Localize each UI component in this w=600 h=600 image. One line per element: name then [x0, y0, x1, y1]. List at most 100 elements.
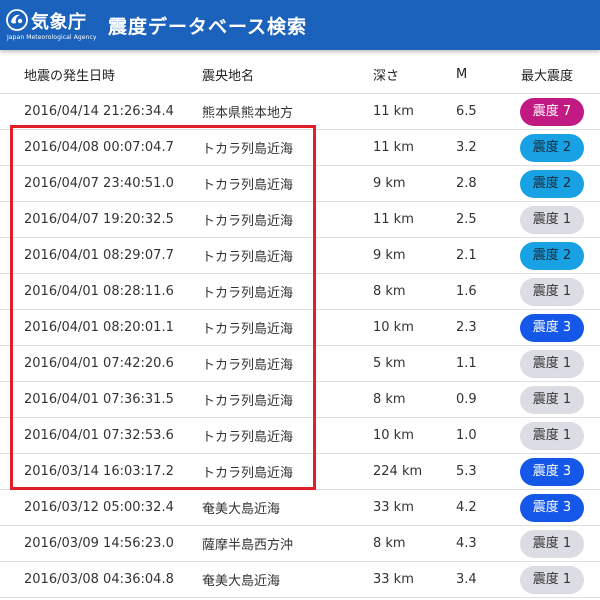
epicenter-cell: 奄美大島近海: [202, 574, 281, 589]
earthquake-table: 地震の発生日時 震央地名 深さ M 最大震度 2016/04/14 21:26:…: [0, 56, 600, 598]
table-row[interactable]: 2016/04/07 19:20:32.5 トカラ列島近海 11 km 2.5 震度 1: [0, 202, 600, 238]
table-row[interactable]: 2016/04/01 08:28:11.6 トカラ列島近海 8 km 1.6 震度 1: [0, 274, 600, 310]
table-row[interactable]: 2016/04/01 07:42:20.6 トカラ列島近海 5 km 1.1 震度 1: [0, 346, 600, 382]
epicenter-cell: 奄美大島近海: [202, 502, 281, 517]
column-header-epicenter[interactable]: 震央地名: [202, 69, 255, 84]
table-row[interactable]: 2016/04/08 00:07:04.7 トカラ列島近海 11 km 3.2 震度 2: [0, 130, 600, 166]
magnitude-cell: 3.2: [456, 140, 477, 155]
magnitude-cell: 6.5: [456, 104, 477, 119]
jma-logo-icon: [6, 9, 28, 31]
epicenter-cell: トカラ列島近海: [202, 394, 294, 409]
table-row[interactable]: 2016/03/08 04:36:04.8 奄美大島近海 33 km 3.4 震度 1: [0, 562, 600, 598]
depth-cell: 8 km: [373, 284, 406, 299]
table-row[interactable]: 2016/03/12 05:00:32.4 奄美大島近海 33 km 4.2 震度 3: [0, 490, 600, 526]
datetime-cell: 2016/03/09 14:56:23.0: [24, 536, 174, 551]
epicenter-cell: トカラ列島近海: [202, 214, 294, 229]
max-intensity-cell: 震度 3: [520, 310, 584, 345]
datetime-cell: 2016/03/14 16:03:17.2: [24, 464, 174, 479]
table-row[interactable]: 2016/04/01 08:20:01.1 トカラ列島近海 10 km 2.3 震度 3: [0, 310, 600, 346]
column-header-magnitude[interactable]: M: [456, 67, 468, 82]
depth-cell: 9 km: [373, 176, 406, 191]
epicenter-cell: トカラ列島近海: [202, 466, 294, 481]
page-title: 震度データベース検索: [108, 16, 308, 38]
max-intensity-cell: 震度 1: [520, 274, 584, 309]
magnitude-cell: 0.9: [456, 392, 477, 407]
max-intensity-cell: 震度 2: [520, 130, 584, 165]
datetime-cell: 2016/03/12 05:00:32.4: [24, 500, 174, 515]
magnitude-cell: 4.2: [456, 500, 477, 515]
table-row[interactable]: 2016/04/01 08:29:07.7 トカラ列島近海 9 km 2.1 震度 2: [0, 238, 600, 274]
datetime-cell: 2016/04/01 07:36:31.5: [24, 392, 174, 407]
depth-cell: 9 km: [373, 248, 406, 263]
intensity-badge: 震度 3: [520, 313, 584, 342]
intensity-badge: 震度 1: [520, 205, 584, 234]
column-header-datetime[interactable]: 地震の発生日時: [24, 69, 116, 84]
intensity-badge: 震度 1: [520, 349, 584, 378]
magnitude-cell: 2.8: [456, 176, 477, 191]
table-row[interactable]: 2016/04/07 23:40:51.0 トカラ列島近海 9 km 2.8 震度 2: [0, 166, 600, 202]
epicenter-cell: トカラ列島近海: [202, 142, 294, 157]
depth-cell: 11 km: [373, 140, 414, 155]
intensity-badge: 震度 1: [520, 565, 584, 594]
depth-cell: 8 km: [373, 536, 406, 551]
epicenter-cell: トカラ列島近海: [202, 322, 294, 337]
max-intensity-cell: 震度 1: [520, 382, 584, 417]
datetime-cell: 2016/04/01 07:32:53.6: [24, 428, 174, 443]
table-row[interactable]: 2016/04/01 07:36:31.5 トカラ列島近海 8 km 0.9 震度 1: [0, 382, 600, 418]
epicenter-cell: トカラ列島近海: [202, 250, 294, 265]
magnitude-cell: 2.3: [456, 320, 477, 335]
depth-cell: 10 km: [373, 320, 414, 335]
max-intensity-cell: 震度 1: [520, 202, 584, 237]
magnitude-cell: 1.0: [456, 428, 477, 443]
datetime-cell: 2016/04/01 08:29:07.7: [24, 248, 174, 263]
intensity-badge: 震度 1: [520, 277, 584, 306]
table-body: 2016/04/14 21:26:34.4 熊本県熊本地方 11 km 6.5 震度 7…: [0, 94, 600, 598]
magnitude-cell: 1.1: [456, 356, 477, 371]
table-row[interactable]: 2016/04/14 21:26:34.4 熊本県熊本地方 11 km 6.5 震度 7: [0, 94, 600, 130]
max-intensity-cell: 震度 7: [520, 94, 584, 129]
magnitude-cell: 2.5: [456, 212, 477, 227]
depth-cell: 5 km: [373, 356, 406, 371]
table-row[interactable]: 2016/03/14 16:03:17.2 トカラ列島近海 224 km 5.3 震度 …: [0, 454, 600, 490]
datetime-cell: 2016/04/14 21:26:34.4: [24, 104, 174, 119]
intensity-badge: 震度 1: [520, 385, 584, 414]
app-header: 気象庁 Japan Meteorological Agency 震度データベース…: [0, 0, 600, 50]
max-intensity-cell: 震度 3: [520, 454, 584, 489]
magnitude-cell: 3.4: [456, 572, 477, 587]
max-intensity-cell: 震度 1: [520, 526, 584, 561]
magnitude-cell: 4.3: [456, 536, 477, 551]
max-intensity-cell: 震度 2: [520, 166, 584, 201]
depth-cell: 224 km: [373, 464, 423, 479]
depth-cell: 11 km: [373, 212, 414, 227]
epicenter-cell: トカラ列島近海: [202, 286, 294, 301]
column-header-depth[interactable]: 深さ: [373, 69, 400, 84]
datetime-cell: 2016/04/07 19:20:32.5: [24, 212, 174, 227]
intensity-badge: 震度 2: [520, 241, 584, 270]
depth-cell: 33 km: [373, 572, 414, 587]
depth-cell: 10 km: [373, 428, 414, 443]
epicenter-cell: 熊本県熊本地方: [202, 106, 294, 121]
magnitude-cell: 2.1: [456, 248, 477, 263]
depth-cell: 11 km: [373, 104, 414, 119]
intensity-badge: 震度 2: [520, 169, 584, 198]
intensity-badge: 震度 7: [520, 97, 584, 126]
datetime-cell: 2016/04/01 07:42:20.6: [24, 356, 174, 371]
table-row[interactable]: 2016/04/01 07:32:53.6 トカラ列島近海 10 km 1.0 震度 1: [0, 418, 600, 454]
depth-cell: 8 km: [373, 392, 406, 407]
max-intensity-cell: 震度 2: [520, 238, 584, 273]
datetime-cell: 2016/04/08 00:07:04.7: [24, 140, 174, 155]
max-intensity-cell: 震度 3: [520, 490, 584, 525]
datetime-cell: 2016/04/01 08:20:01.1: [24, 320, 174, 335]
jma-logo[interactable]: 気象庁 Japan Meteorological Agency: [6, 7, 98, 43]
epicenter-cell: 薩摩半島西方沖: [202, 538, 294, 553]
epicenter-cell: トカラ列島近海: [202, 358, 294, 373]
max-intensity-cell: 震度 1: [520, 418, 584, 453]
intensity-badge: 震度 3: [520, 457, 584, 486]
column-header-max-intensity[interactable]: 最大震度: [521, 69, 574, 84]
max-intensity-cell: 震度 1: [520, 346, 584, 381]
magnitude-cell: 1.6: [456, 284, 477, 299]
intensity-badge: 震度 1: [520, 529, 584, 558]
table-row[interactable]: 2016/03/09 14:56:23.0 薩摩半島西方沖 8 km 4.3 震度 1: [0, 526, 600, 562]
datetime-cell: 2016/03/08 04:36:04.8: [24, 572, 174, 587]
